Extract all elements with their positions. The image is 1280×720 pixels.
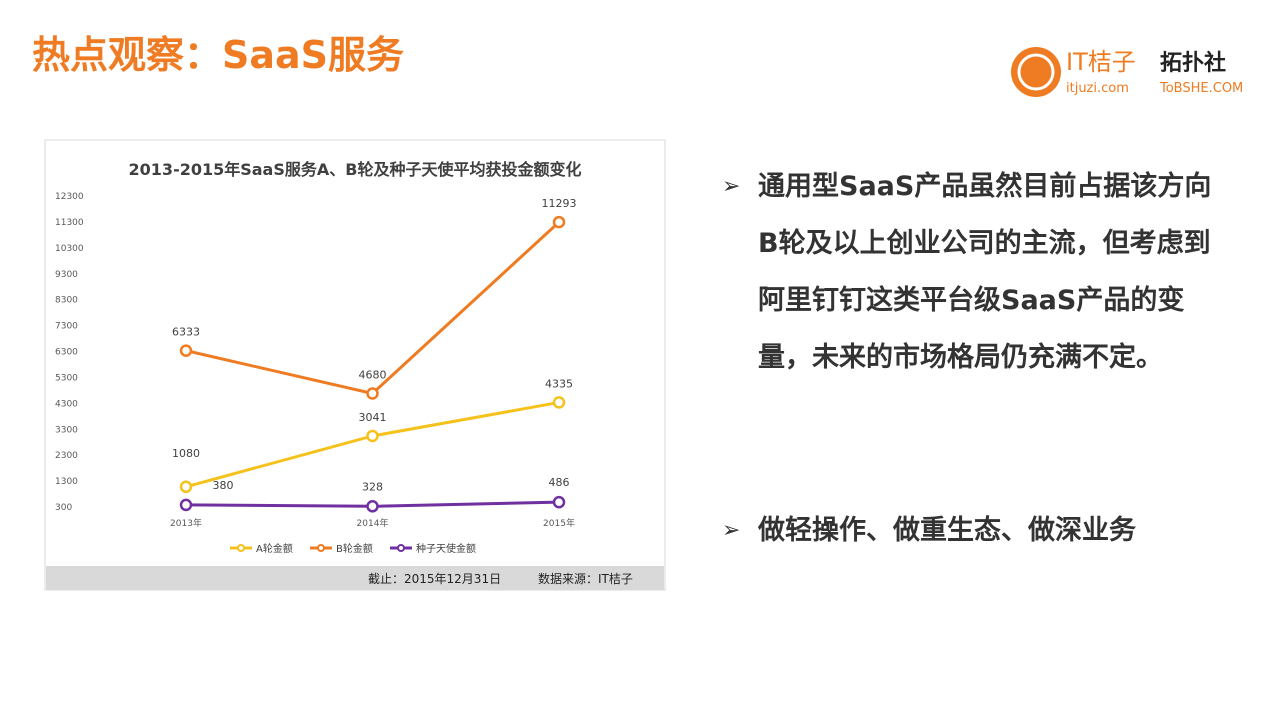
data-label: 486 xyxy=(549,476,570,489)
data-point xyxy=(552,215,566,229)
legend-label: A轮金额 xyxy=(256,542,293,555)
data-label: 3041 xyxy=(359,411,387,424)
footer-date: 截止：2015年12月31日 xyxy=(368,572,501,586)
legend-label: 种子天使金额 xyxy=(416,542,476,555)
y-tick-label: 2300 xyxy=(55,451,78,461)
y-tick-label: 12300 xyxy=(55,192,84,202)
data-label: 6333 xyxy=(172,326,200,339)
bullet: ➢ 通用型SaaS产品虽然目前占据该方向B轮及以上创业公司的主流，但考虑到阿里钉钉… xyxy=(722,158,1222,386)
logo-text: IT桔子 xyxy=(1066,48,1136,76)
y-tick-label: 300 xyxy=(55,503,72,513)
data-point xyxy=(552,495,566,509)
slide-title: 热点观察：SaaS服务 xyxy=(32,33,404,77)
y-tick-label: 4300 xyxy=(55,399,78,409)
data-point xyxy=(366,429,379,443)
data-point xyxy=(366,500,379,513)
y-tick-label: 6300 xyxy=(55,348,78,358)
data-label: 1080 xyxy=(172,447,200,460)
chart-title: 2013-2015年SaaS服务A、B轮及种子天使平均获投金额变化 xyxy=(129,160,582,179)
bullet-text: 做轻操作、做重生态、做深业务 xyxy=(758,515,1136,546)
logo-text: 拓扑社 xyxy=(1160,50,1226,76)
y-tick-label: 9300 xyxy=(55,270,78,280)
chart-frame xyxy=(44,139,666,591)
logo-icon-ring xyxy=(1017,53,1055,91)
y-tick-label: 10300 xyxy=(55,244,84,254)
legend-label: B轮金额 xyxy=(336,542,373,555)
bullet-marker: ➢ xyxy=(722,174,741,199)
bullet-marker: ➢ xyxy=(722,518,741,543)
data-point xyxy=(179,344,193,357)
data-label: 11293 xyxy=(542,197,577,210)
data-point xyxy=(179,498,193,512)
data-label: 4680 xyxy=(359,368,387,381)
legend-marker xyxy=(397,544,405,552)
x-tick-label: 2015年 xyxy=(543,517,575,529)
logo-url: ToBSHE.COM xyxy=(1159,81,1243,96)
chart-footer xyxy=(46,566,664,590)
data-label: 380 xyxy=(213,479,234,492)
footer-source: 数据来源：IT桔子 xyxy=(538,571,633,586)
logo-url: itjuzi.com xyxy=(1066,81,1129,96)
data-label: 4335 xyxy=(545,377,573,390)
legend-marker xyxy=(317,544,325,552)
y-tick-label: 7300 xyxy=(55,322,78,332)
y-tick-label: 11300 xyxy=(55,218,84,228)
bullet: ➢ 做轻操作、做重生态、做深业务 xyxy=(722,502,1222,559)
y-tick-label: 3300 xyxy=(55,425,78,435)
data-point xyxy=(552,396,566,409)
y-tick-label: 8300 xyxy=(55,296,78,306)
data-label: 328 xyxy=(362,480,383,493)
data-point xyxy=(179,480,193,494)
data-point xyxy=(366,387,379,400)
y-tick-label: 5300 xyxy=(55,373,78,383)
y-tick-label: 1300 xyxy=(55,477,78,487)
legend-marker xyxy=(237,544,245,552)
x-tick-label: 2013年 xyxy=(170,517,202,529)
bullet-text: 通用型SaaS产品虽然目前占据该方向B轮及以上创业公司的主流，但考虑到阿里钉钉这… xyxy=(758,171,1212,373)
x-tick-label: 2014年 xyxy=(357,517,389,529)
